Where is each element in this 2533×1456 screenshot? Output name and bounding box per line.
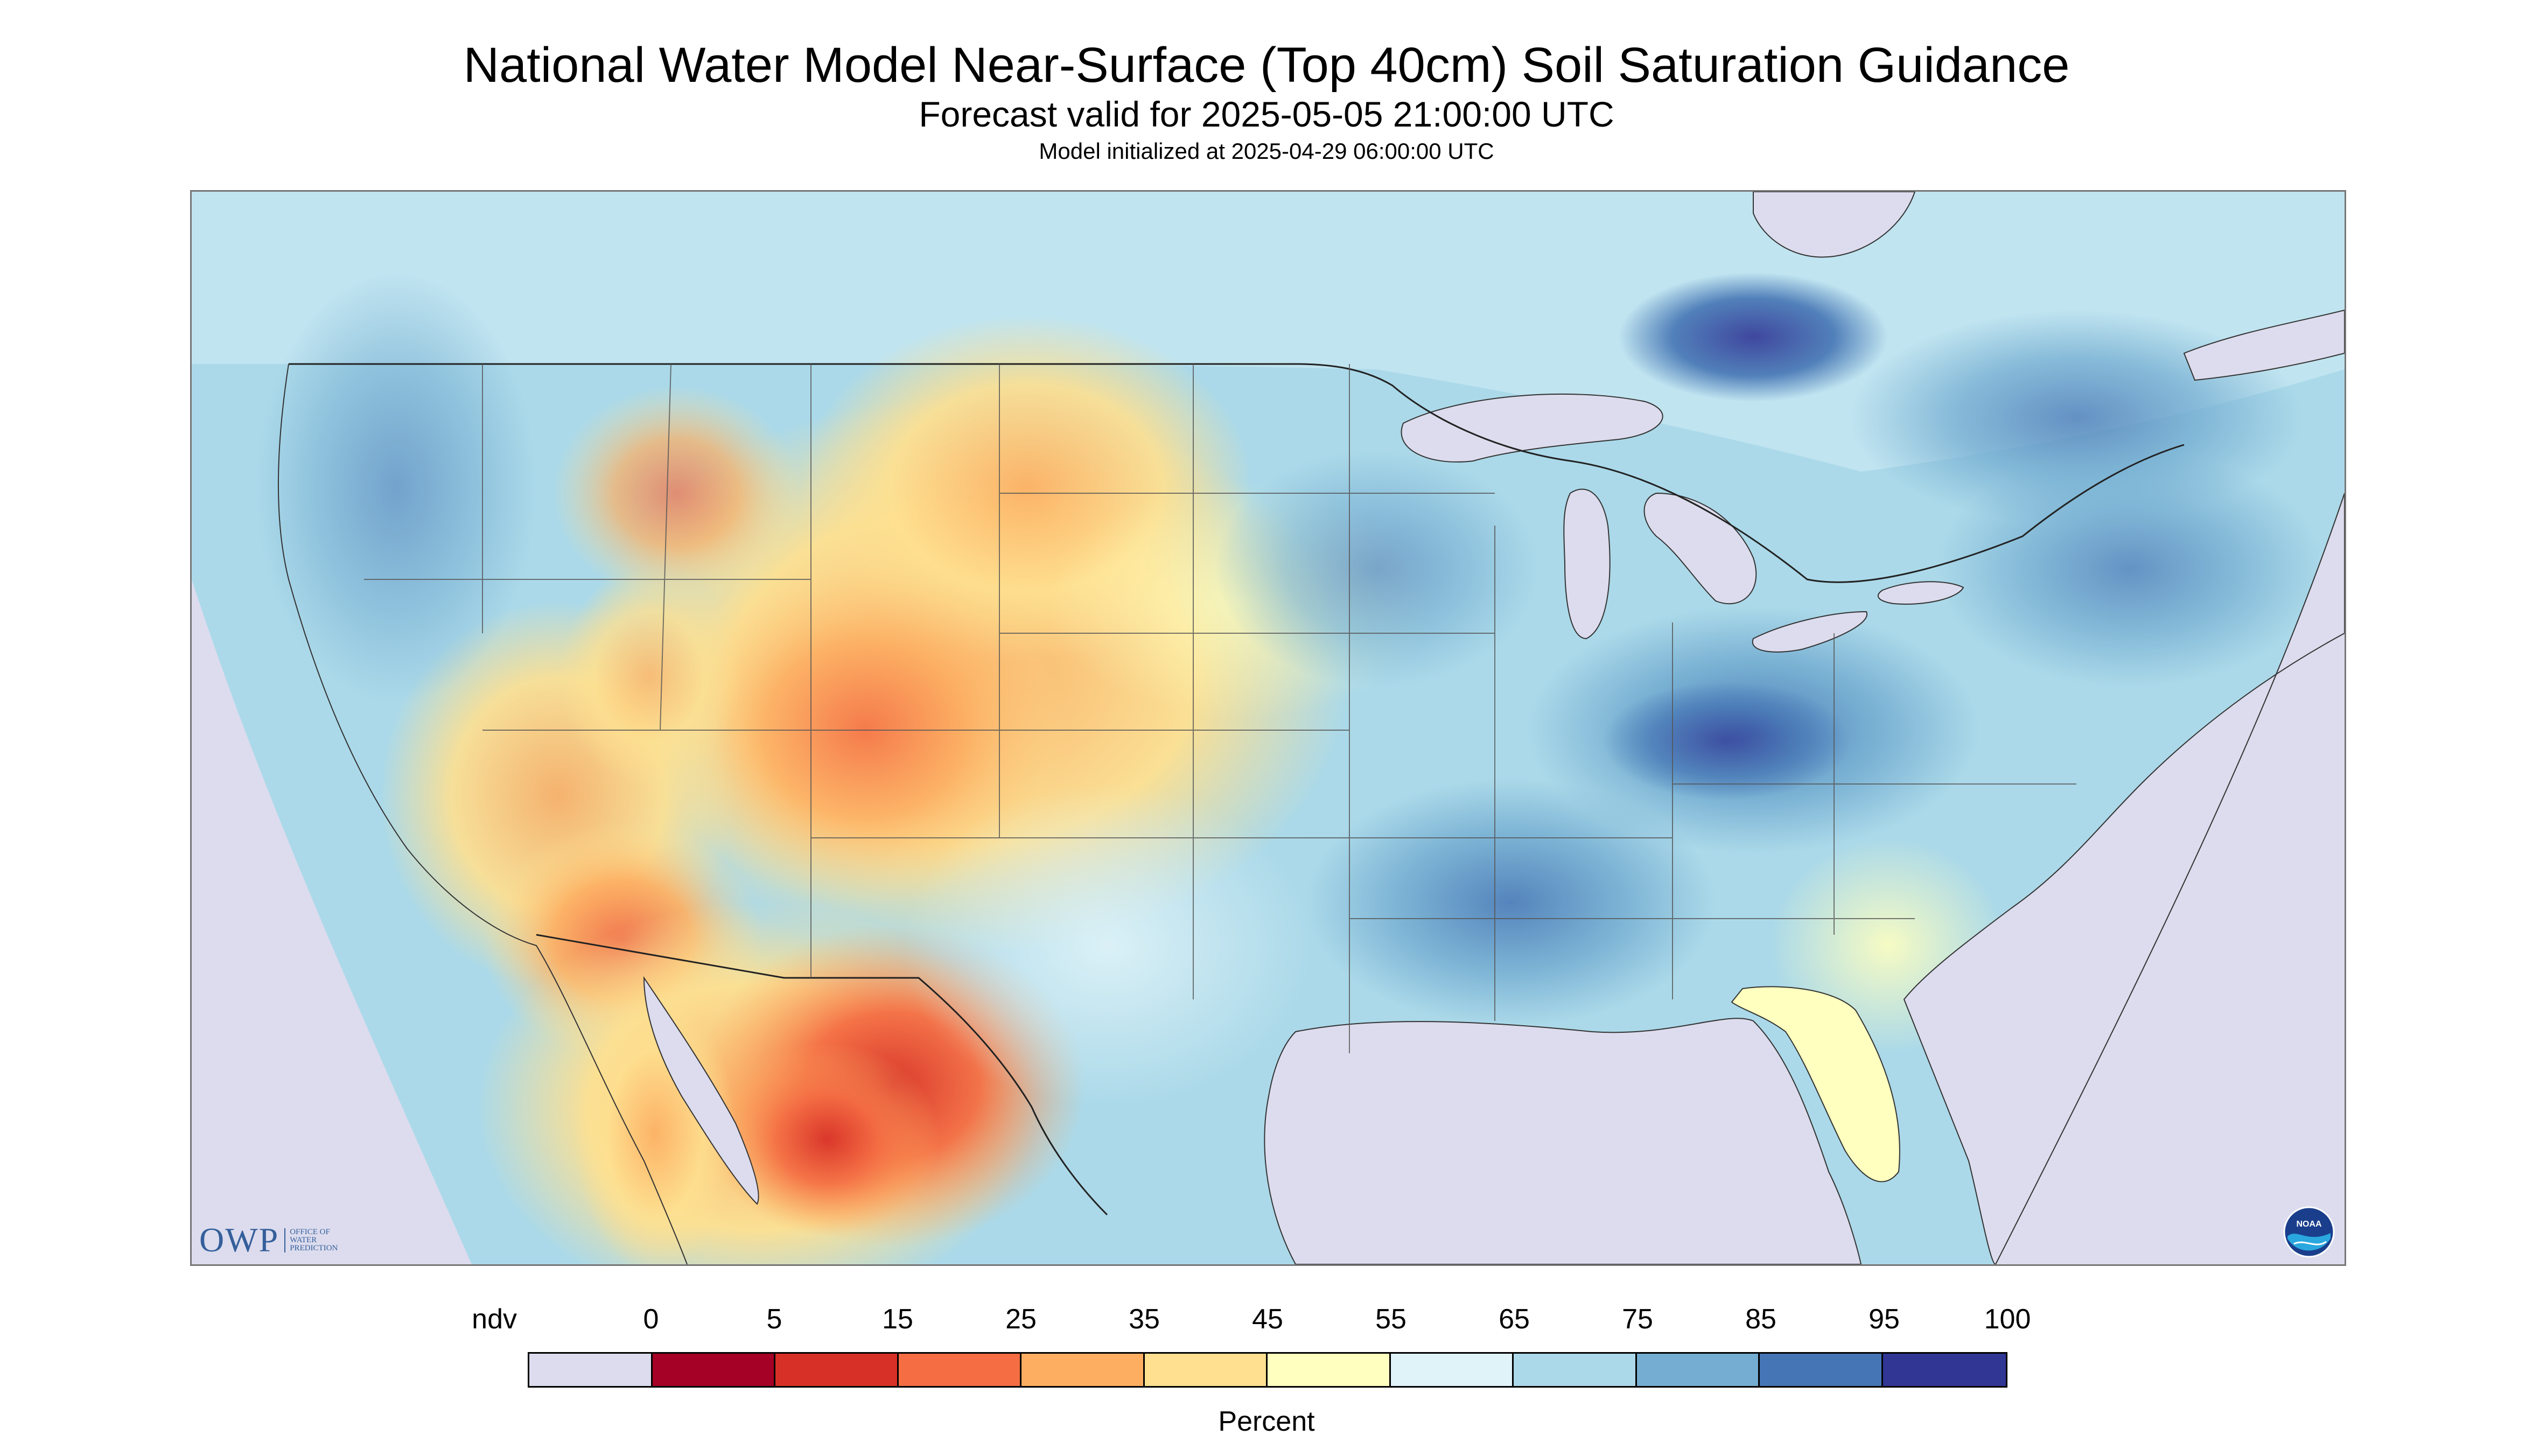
owp-logo-subtext: OFFICE OF WATER PREDICTION bbox=[284, 1228, 338, 1252]
legend-swatch-7 bbox=[1390, 1354, 1514, 1386]
legend-label-2: 5 bbox=[766, 1304, 782, 1335]
legend-label-11: 95 bbox=[1869, 1304, 1900, 1335]
hudson-bay bbox=[1753, 192, 1916, 258]
legend-label-5: 35 bbox=[1129, 1304, 1160, 1335]
legend-label-7: 55 bbox=[1375, 1304, 1407, 1335]
wet-northeast bbox=[1936, 450, 2324, 687]
legend-label-10: 85 bbox=[1745, 1304, 1776, 1335]
canada-region bbox=[192, 192, 2345, 472]
dry-idaho bbox=[552, 386, 800, 601]
legend-swatch-4 bbox=[1021, 1354, 1145, 1386]
owp-sub-line-2: WATER bbox=[290, 1235, 317, 1244]
wet-pacific-nw bbox=[256, 272, 536, 703]
legend-swatch-9 bbox=[1636, 1354, 1760, 1386]
owp-sub-line-1: OFFICE OF bbox=[290, 1227, 330, 1236]
legend-label-1: 0 bbox=[643, 1304, 659, 1335]
owp-logo-text: OWP bbox=[199, 1221, 279, 1259]
legend-label-3: 15 bbox=[882, 1304, 913, 1335]
lake-michigan bbox=[1563, 488, 1611, 640]
forecast-valid-time: Forecast valid for 2025-05-05 21:00:00 U… bbox=[919, 94, 1614, 134]
lake-superior bbox=[1401, 393, 1663, 463]
legend-label-0: ndv bbox=[472, 1304, 517, 1335]
legend-swatch-3 bbox=[898, 1354, 1021, 1386]
legend-swatch-6 bbox=[1268, 1354, 1391, 1386]
light-texas bbox=[902, 784, 1312, 1107]
soil-saturation-map[interactable] bbox=[190, 190, 2346, 1266]
legend-swatch-10 bbox=[1760, 1354, 1883, 1386]
wet-ontario bbox=[1619, 272, 1888, 402]
legend-swatch-1 bbox=[652, 1354, 775, 1386]
legend-label-6: 45 bbox=[1252, 1304, 1283, 1335]
legend-unit-label: Percent bbox=[1218, 1406, 1315, 1437]
legend-swatch-2 bbox=[775, 1354, 899, 1386]
legend-swatch-11 bbox=[1883, 1354, 2006, 1386]
legend-swatch-8 bbox=[1514, 1354, 1637, 1386]
west-coastline bbox=[278, 363, 688, 1264]
legend-labels: ndv 0 5 15 25 35 45 55 65 75 85 95 100 bbox=[0, 1303, 2533, 1335]
wet-arkansas bbox=[1306, 779, 1716, 1026]
legend-swatch-0 bbox=[529, 1354, 653, 1386]
legend-label-4: 25 bbox=[1005, 1304, 1037, 1335]
wet-upper-midwest bbox=[1215, 450, 1538, 687]
owp-sub-line-3: PREDICTION bbox=[290, 1243, 338, 1252]
lake-huron bbox=[1643, 492, 1757, 605]
gulf-of-california bbox=[643, 976, 759, 1205]
dry-nevada bbox=[558, 569, 741, 784]
noaa-logo-text: NOAA bbox=[2296, 1220, 2322, 1229]
us-canada-border bbox=[289, 363, 2185, 583]
lake-erie bbox=[1752, 611, 1868, 653]
dry-sonora bbox=[714, 1042, 940, 1236]
legend-label-9: 75 bbox=[1622, 1304, 1653, 1335]
lake-ontario bbox=[1877, 581, 1964, 605]
model-init-time: Model initialized at 2025-04-29 06:00:00… bbox=[1039, 138, 1494, 164]
map-canvas bbox=[192, 192, 2345, 1264]
legend-label-8: 65 bbox=[1499, 1304, 1530, 1335]
legend-label-12: 100 bbox=[1984, 1304, 2031, 1335]
legend-colorbar bbox=[528, 1352, 2007, 1388]
us-mexico-border bbox=[536, 934, 1108, 1216]
atlantic-ocean bbox=[1903, 493, 2345, 1264]
map-title: National Water Model Near-Surface (Top 4… bbox=[463, 38, 2070, 93]
wet-kentucky bbox=[1603, 682, 1850, 800]
owp-logo: OWP OFFICE OF WATER PREDICTION bbox=[199, 1220, 338, 1260]
state-lines bbox=[364, 363, 2076, 1053]
legend-swatch-5 bbox=[1144, 1354, 1268, 1386]
gulf-of-mexico bbox=[1264, 1018, 1862, 1264]
florida bbox=[1731, 986, 1900, 1182]
gulf-st-lawrence bbox=[2183, 309, 2345, 381]
noaa-logo: NOAA bbox=[2283, 1206, 2335, 1258]
